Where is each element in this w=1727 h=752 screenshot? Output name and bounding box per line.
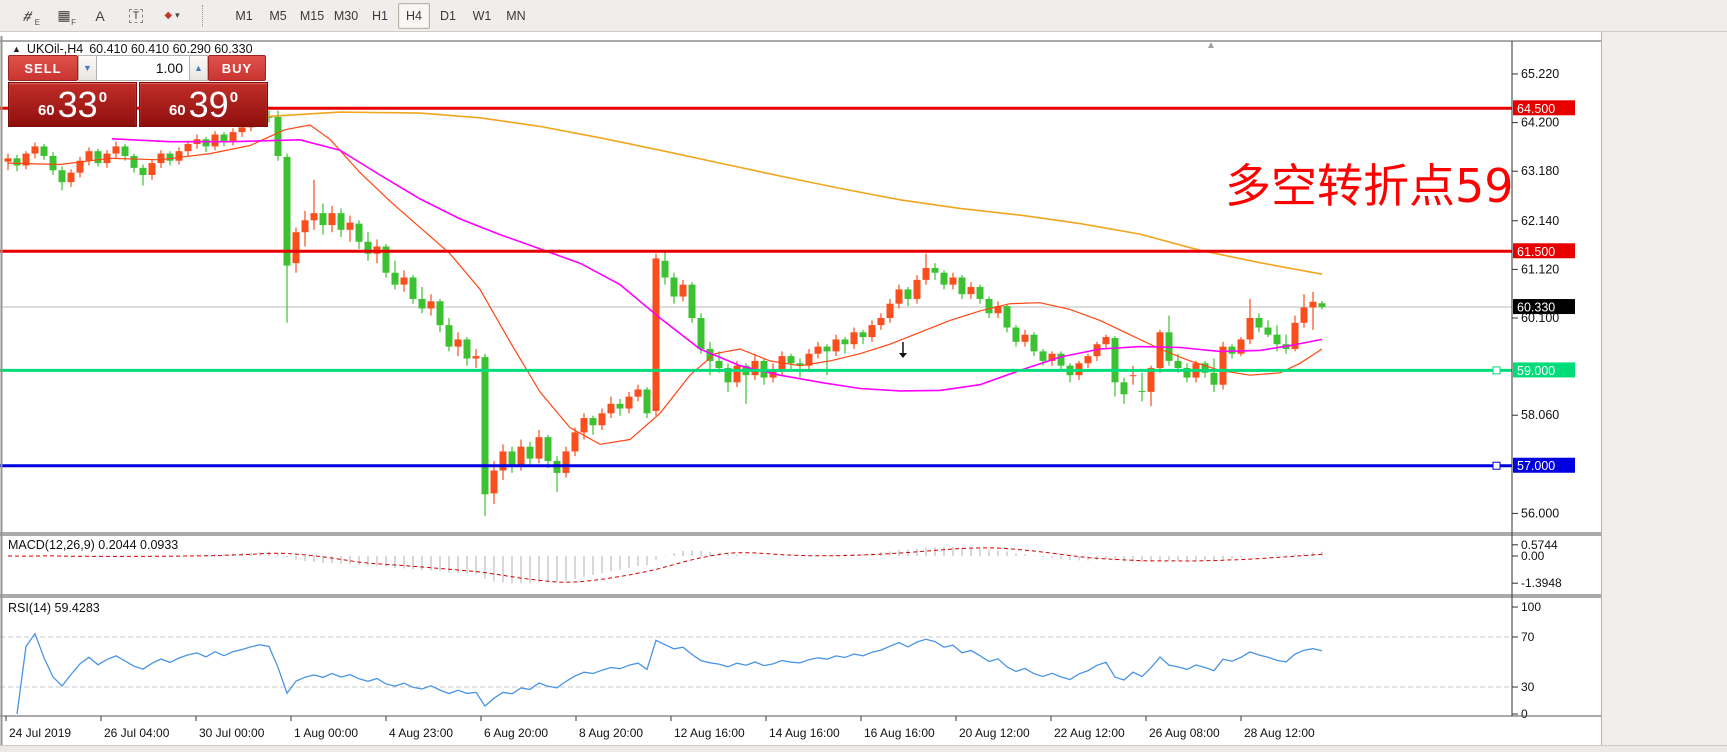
svg-text:22 Aug 12:00: 22 Aug 12:00 bbox=[1054, 726, 1125, 740]
macd-label: MACD(12,26,9) 0.2044 0.0933 bbox=[8, 538, 178, 552]
svg-text:26 Aug 08:00: 26 Aug 08:00 bbox=[1149, 726, 1220, 740]
svg-text:12 Aug 16:00: 12 Aug 16:00 bbox=[674, 726, 745, 740]
svg-text:60.100: 60.100 bbox=[1521, 311, 1559, 325]
svg-text:8 Aug 20:00: 8 Aug 20:00 bbox=[579, 726, 643, 740]
svg-text:4 Aug 23:00: 4 Aug 23:00 bbox=[389, 726, 453, 740]
svg-text:62.140: 62.140 bbox=[1521, 214, 1559, 228]
timeframe-h1[interactable]: H1 bbox=[372, 8, 388, 23]
quote-header: ▲ UKOil-,H4 60.410 60.410 60.290 60.330 bbox=[12, 42, 253, 56]
object-tools-group: # E ▦ F A T ◆ ▾ bbox=[0, 3, 190, 29]
svg-text:100: 100 bbox=[1521, 600, 1541, 614]
svg-text:0.5744: 0.5744 bbox=[1521, 538, 1558, 552]
sell-price-base: 60 bbox=[37, 102, 55, 119]
svg-text:0: 0 bbox=[1521, 707, 1528, 721]
volume-decrease-button[interactable]: ▼ bbox=[78, 55, 97, 81]
svg-text:26 Jul 04:00: 26 Jul 04:00 bbox=[104, 726, 170, 740]
symbol-period-label: UKOil-,H4 bbox=[26, 42, 84, 56]
price-tiles: 60 33 0 60 39 0 bbox=[8, 82, 268, 127]
hline-anchor[interactable] bbox=[1492, 461, 1501, 470]
text-box-tool-icon[interactable]: T bbox=[120, 3, 152, 29]
timeframe-group: M1 M5 M15 M30 H1 H4 D1 W1 MN bbox=[217, 2, 533, 29]
svg-text:58.060: 58.060 bbox=[1521, 408, 1559, 422]
price-axis: 64.500 61.500 59.000 57.000 60.330 65.220 64.2… bbox=[1512, 67, 1575, 520]
svg-text:57.000: 57.000 bbox=[1517, 459, 1555, 473]
diamond-icon: ◆ bbox=[164, 10, 173, 21]
time-axis: 24 Jul 2019 26 Jul 04:00 30 Jul 00:00 1 Aug… bbox=[5, 716, 1315, 740]
svg-text:64.200: 64.200 bbox=[1521, 116, 1559, 130]
sell-price-tile[interactable]: 60 33 0 bbox=[8, 82, 137, 127]
ma-slow-line bbox=[267, 111, 1323, 275]
one-click-trading-panel: SELL ▼ ▲ BUY 60 33 0 60 39 0 bbox=[8, 55, 268, 127]
svg-text:61.120: 61.120 bbox=[1521, 262, 1559, 276]
svg-text:61.500: 61.500 bbox=[1517, 245, 1555, 259]
svg-text:1 Aug 00:00: 1 Aug 00:00 bbox=[294, 726, 358, 740]
svg-text:0.00: 0.00 bbox=[1521, 549, 1545, 563]
order-row: SELL ▼ ▲ BUY bbox=[8, 55, 268, 81]
right-empty-panel bbox=[1601, 32, 1727, 745]
shapes-tool-icon[interactable]: ◆ ▾ bbox=[156, 3, 188, 29]
buy-price-tile[interactable]: 60 39 0 bbox=[139, 82, 268, 127]
timeframe-m5[interactable]: M5 bbox=[269, 8, 287, 23]
buy-price-sup: 0 bbox=[229, 89, 239, 106]
pane-borders bbox=[0, 36, 1601, 745]
svg-text:70: 70 bbox=[1521, 630, 1535, 644]
timeframe-m15[interactable]: M15 bbox=[299, 8, 325, 23]
ohlc-values: 60.410 60.410 60.290 60.330 bbox=[89, 42, 253, 56]
ma-fast-line bbox=[7, 124, 1323, 445]
down-arrow-head bbox=[899, 353, 907, 358]
svg-text:59.000: 59.000 bbox=[1517, 364, 1555, 378]
timeframe-w1[interactable]: W1 bbox=[472, 8, 492, 23]
collapse-triangle-icon[interactable]: ▲ bbox=[12, 44, 21, 54]
timeframe-h4[interactable]: H4 bbox=[398, 2, 430, 29]
timeframe-mn[interactable]: MN bbox=[506, 8, 526, 23]
svg-text:20 Aug 12:00: 20 Aug 12:00 bbox=[959, 726, 1030, 740]
grid-tool-icon[interactable]: ▦ F bbox=[57, 7, 76, 27]
volume-increase-button[interactable]: ▲ bbox=[189, 55, 208, 81]
svg-text:28 Aug 12:00: 28 Aug 12:00 bbox=[1244, 726, 1315, 740]
chevron-down-icon: ▾ bbox=[175, 10, 180, 20]
svg-text:24 Jul 2019: 24 Jul 2019 bbox=[9, 726, 71, 740]
svg-text:56.000: 56.000 bbox=[1521, 506, 1559, 520]
svg-text:16 Aug 16:00: 16 Aug 16:00 bbox=[864, 726, 935, 740]
sell-button[interactable]: SELL bbox=[8, 55, 78, 81]
svg-text:6 Aug 20:00: 6 Aug 20:00 bbox=[484, 726, 548, 740]
grid-icon: ▦ bbox=[57, 7, 71, 23]
chart-shift-marker[interactable]: ▲ bbox=[1206, 40, 1216, 51]
hatch-icon: # bbox=[21, 7, 35, 24]
svg-text:30 Jul 00:00: 30 Jul 00:00 bbox=[199, 726, 265, 740]
svg-text:63.180: 63.180 bbox=[1521, 164, 1559, 178]
buy-button[interactable]: BUY bbox=[208, 55, 266, 81]
candles bbox=[4, 109, 1326, 516]
timeframe-m1[interactable]: M1 bbox=[235, 8, 253, 23]
toolbar-separator bbox=[202, 4, 209, 27]
price-pane: 多空转折点59 bbox=[0, 106, 1514, 516]
volume-input[interactable] bbox=[97, 55, 189, 81]
sell-price-big: 33 bbox=[57, 83, 98, 125]
rsi-line bbox=[16, 632, 1323, 715]
svg-text:64.500: 64.500 bbox=[1517, 102, 1555, 116]
main-toolbar: # E ▦ F A T ◆ ▾ M1 M5 M15 M30 H1 H4 D1 W… bbox=[0, 0, 1727, 32]
buy-price-big: 39 bbox=[188, 83, 229, 125]
rsi-pane: 100 70 30 0 RSI(14) 59.4283 bbox=[0, 600, 1541, 721]
boxed-t-icon: T bbox=[128, 8, 144, 23]
svg-text:14 Aug 16:00: 14 Aug 16:00 bbox=[769, 726, 840, 740]
svg-text:30: 30 bbox=[1521, 680, 1535, 694]
macd-signal-line bbox=[7, 547, 1323, 583]
svg-text:-1.3948: -1.3948 bbox=[1521, 576, 1562, 590]
annotation-text[interactable]: 多空转折点59 bbox=[1225, 159, 1514, 213]
status-strip bbox=[0, 745, 1727, 752]
letter-a-icon: A bbox=[95, 7, 105, 24]
timeframe-d1[interactable]: D1 bbox=[440, 8, 456, 23]
chart-canvas[interactable]: 多空转折点59 64.500 61.500 59.000 57.000 60.330 65.… bbox=[0, 32, 1727, 751]
sell-price-sup: 0 bbox=[98, 89, 108, 106]
svg-text:60.330: 60.330 bbox=[1517, 301, 1555, 315]
line-studies-icon[interactable]: # E bbox=[21, 7, 40, 27]
rsi-label: RSI(14) 59.4283 bbox=[8, 601, 100, 615]
timeframe-m30[interactable]: M30 bbox=[333, 8, 359, 23]
buy-price-base: 60 bbox=[168, 102, 186, 119]
svg-text:65.220: 65.220 bbox=[1521, 67, 1559, 81]
hline-anchor[interactable] bbox=[1492, 366, 1501, 375]
text-label-tool-icon[interactable]: A bbox=[84, 3, 116, 29]
